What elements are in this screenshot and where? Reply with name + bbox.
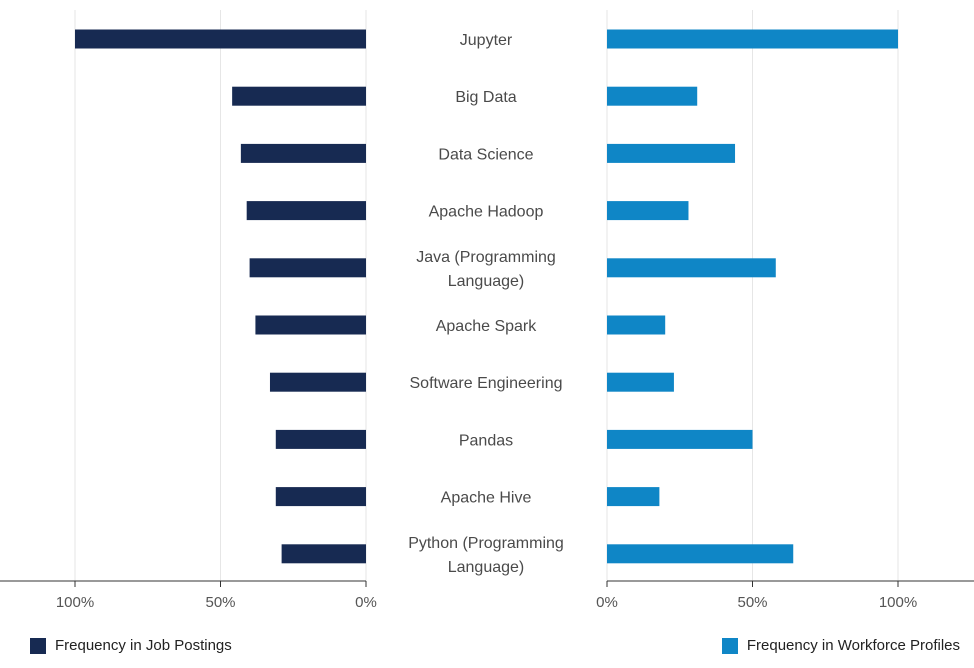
bar-workforce-profiles: [607, 201, 689, 221]
tick-label: 50%: [205, 594, 235, 611]
bar-job-postings: [246, 201, 366, 221]
bar-workforce-profiles: [607, 544, 794, 564]
bar-job-postings: [269, 372, 366, 392]
tick-label: 100%: [56, 594, 94, 611]
bar-workforce-profiles: [607, 429, 753, 449]
bar-workforce-profiles: [607, 29, 898, 49]
bar-workforce-profiles: [607, 86, 698, 106]
tick-labels: 100% 50% 0% 0% 50% 100%: [56, 594, 917, 611]
bar-workforce-profiles: [607, 143, 736, 163]
category-label: Big Data: [455, 89, 516, 106]
workforce-profiles-bars: [607, 29, 898, 564]
bar-job-postings: [232, 86, 366, 106]
job-postings-bars: [75, 29, 366, 564]
legend-workforce-profiles: Frequency in Workforce Profiles: [721, 637, 960, 654]
tick-label: 0%: [596, 594, 618, 611]
legend-label-workforce-profiles: Frequency in Workforce Profiles: [746, 637, 960, 654]
category-label: Jupyter: [460, 32, 513, 49]
category-label: Apache Hive: [441, 490, 532, 507]
axes: [0, 580, 974, 587]
bar-job-postings: [281, 544, 366, 564]
tick-label: 50%: [737, 594, 767, 611]
bar-workforce-profiles: [607, 315, 666, 335]
category-label: Java (Programming Language): [416, 249, 556, 290]
legend-swatch-job-postings: [30, 637, 46, 654]
category-label: Data Science: [438, 146, 533, 163]
tick-label: 100%: [879, 594, 917, 611]
bar-job-postings: [75, 29, 366, 49]
bar-job-postings: [249, 258, 366, 278]
bar-job-postings: [275, 429, 366, 449]
category-label: Apache Spark: [436, 318, 538, 335]
category-label: Pandas: [459, 432, 513, 449]
category-labels: Jupyter Big Data Data Science Apache Hadoop…: [408, 32, 564, 576]
legend-swatch-workforce-profiles: [721, 637, 738, 654]
category-label: Software Engineering: [410, 375, 563, 392]
category-label: Python (Programming Language): [408, 535, 564, 576]
bar-job-postings: [240, 143, 366, 163]
bar-workforce-profiles: [607, 258, 776, 278]
bar-job-postings: [275, 487, 366, 507]
tick-label: 0%: [355, 594, 377, 611]
legend-job-postings: Frequency in Job Postings: [30, 637, 232, 654]
category-label: Apache Hadoop: [429, 204, 544, 221]
bar-job-postings: [255, 315, 366, 335]
bar-workforce-profiles: [607, 372, 674, 392]
legend-label-job-postings: Frequency in Job Postings: [55, 637, 232, 654]
bar-workforce-profiles: [607, 487, 660, 507]
